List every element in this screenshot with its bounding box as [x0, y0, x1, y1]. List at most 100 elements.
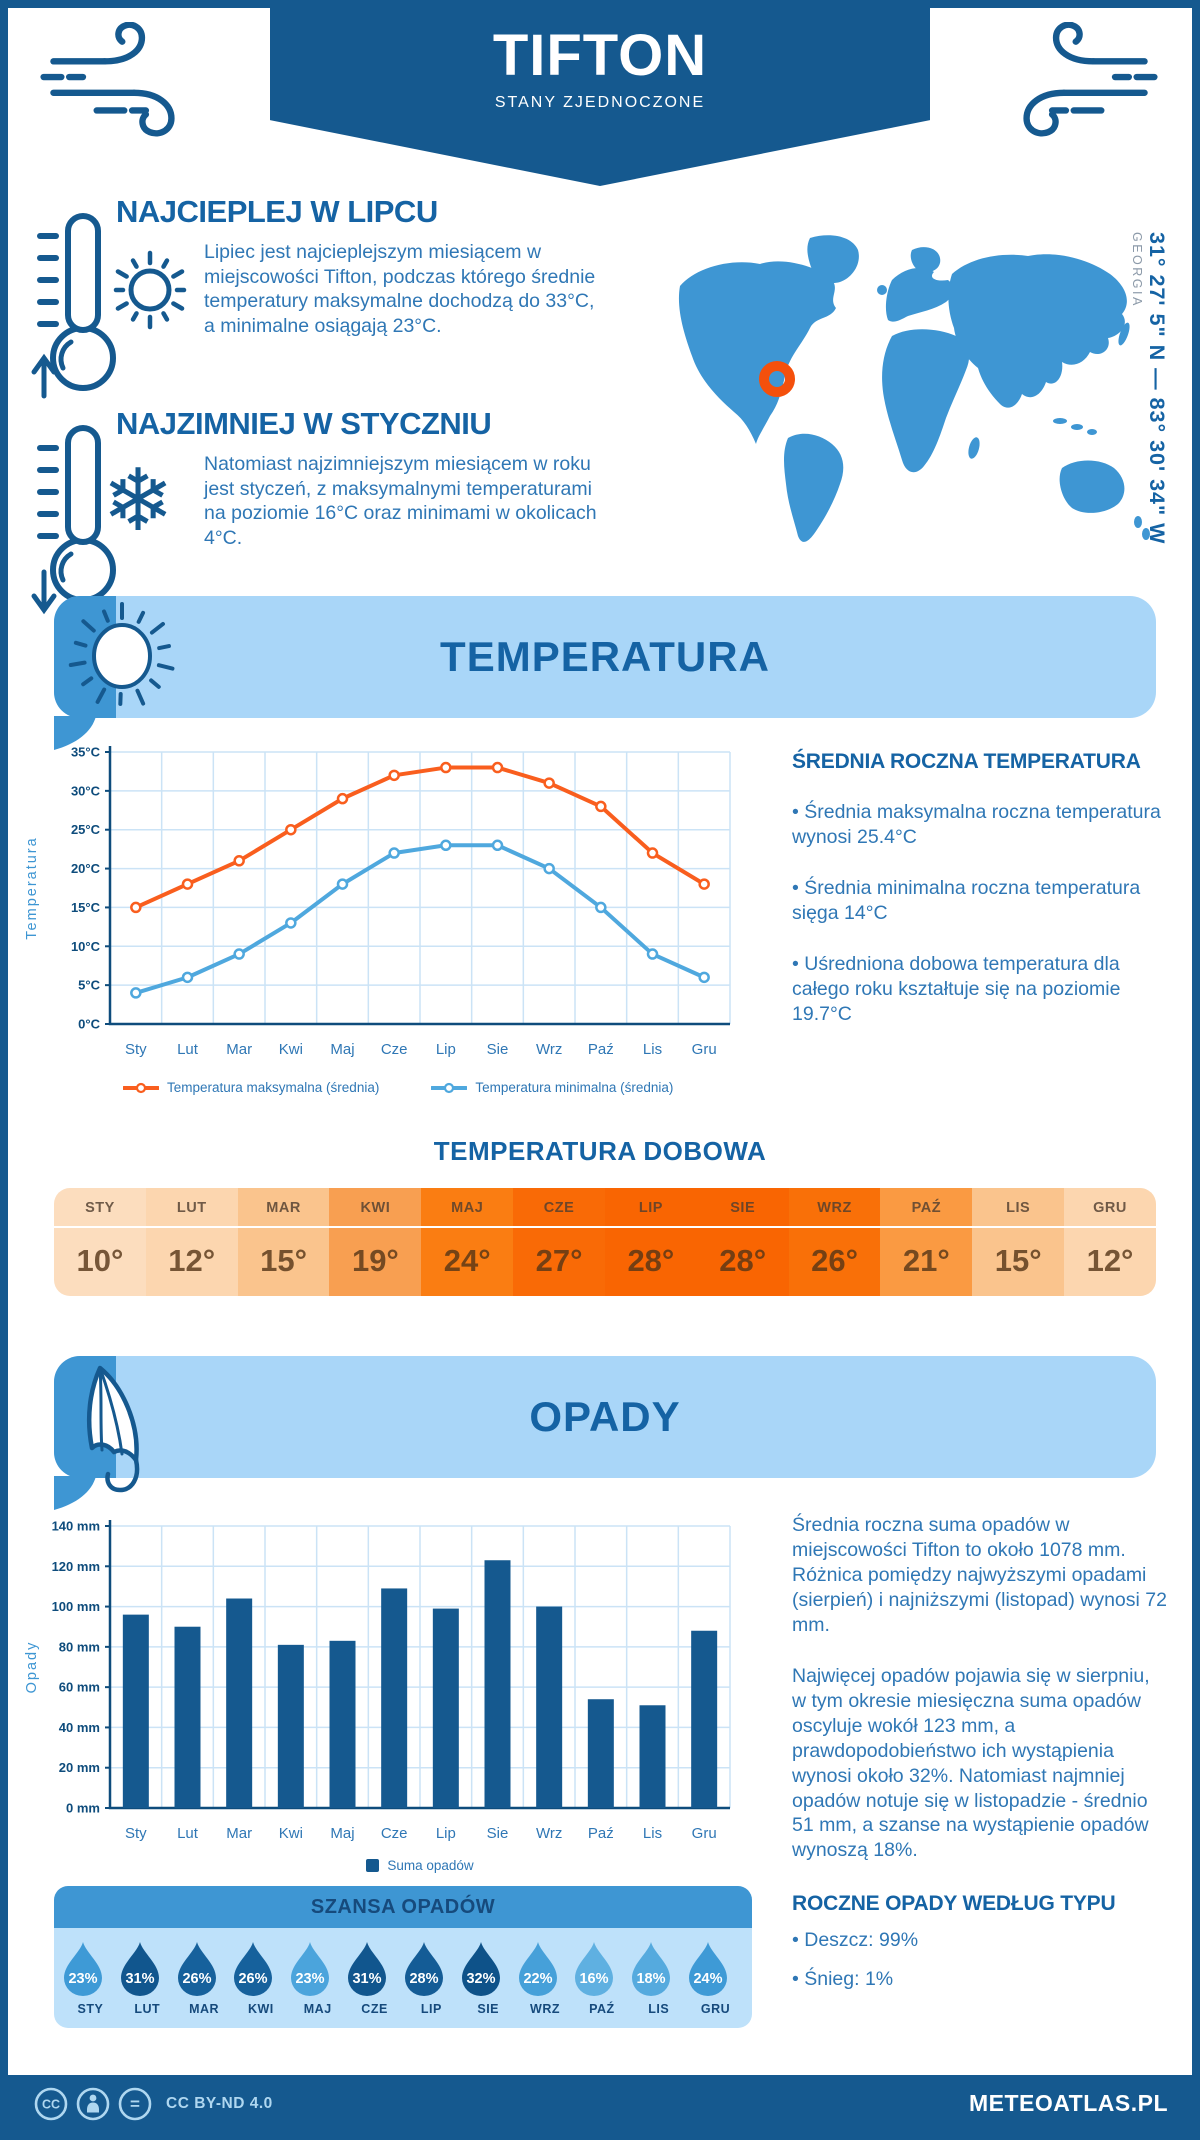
legend-swatch [431, 1082, 468, 1093]
rain-chance-title: SZANSA OPADÓW [54, 1886, 752, 1928]
droplet-icon: 24% [689, 1942, 728, 1996]
month-label: KWI [247, 2002, 274, 2016]
warmest-heading: NAJCIEPLEJ W LIPCU [116, 194, 438, 229]
data-point [388, 769, 400, 782]
thermometer-up-icon [31, 213, 116, 399]
table-cell: SIE 28° [696, 1188, 789, 1296]
x-tick-label: Mar [226, 1825, 252, 1842]
legend-item: Temperatura minimalna (średnia) [431, 1080, 673, 1095]
y-tick-label: 0°C [78, 1017, 100, 1032]
chart-bar [174, 1626, 201, 1808]
month-label: PAŹ [589, 2002, 615, 2016]
x-tick-label: Sie [487, 1041, 509, 1058]
table-cell: GRU 12° [1064, 1188, 1156, 1296]
table-cell: LIP 28° [604, 1188, 697, 1296]
series-line [133, 843, 707, 995]
temperature-summary: ŚREDNIA ROCZNA TEMPERATURA • Średnia mak… [792, 750, 1164, 1027]
daily-temperature-title: TEMPERATURA DOBOWA [433, 1136, 767, 1166]
precipitation-type: ROCZNE OPADY WEDŁUG TYPU • Deszcz: 99% •… [792, 1892, 1182, 1995]
rain-drop: 28% LIP [403, 1940, 460, 2016]
rain-drop: 23% STY [62, 1940, 119, 2016]
chance-value: 23% [296, 1971, 325, 1987]
table-cell: KWI 19° [329, 1188, 422, 1296]
data-point [285, 823, 297, 836]
y-tick-label: 5°C [78, 978, 100, 993]
table-cell: STY 10° [54, 1188, 146, 1296]
temperature-value: 28° [719, 1243, 767, 1278]
legend-swatch [366, 1859, 380, 1872]
precipitation-text: Najwięcej opadów pojawia się w sierpniu,… [792, 1664, 1150, 1862]
coordinates-text: 31° 27' 5" N — 83° 30' 34" W [1145, 232, 1169, 545]
rain-drop: 23% MAJ [289, 1940, 346, 2016]
banner-tail [54, 716, 96, 750]
temperature-bullet: • Uśredniona dobowa temperatura dla całe… [792, 952, 1121, 1025]
chance-value: 26% [182, 1971, 211, 1987]
rain-chance-drops: 23% STY 31% LUT 26% MAR 26% KWI 23% MAJ 31% CZE 28% L… [54, 1928, 752, 2028]
data-point [698, 878, 710, 890]
chart-bar [432, 1608, 459, 1808]
chart-bar [122, 1614, 149, 1808]
x-tick-label: Kwi [279, 1825, 303, 1842]
temperature-value: 28° [627, 1243, 675, 1278]
legend-label: Temperatura minimalna (średnia) [475, 1080, 674, 1095]
chart-bar [587, 1699, 614, 1808]
chance-value: 23% [68, 1971, 97, 1987]
x-tick-label: Kwi [279, 1041, 303, 1058]
chance-value: 32% [466, 1971, 495, 1987]
cc-license-icons: CC = [34, 2087, 152, 2120]
month-label: KWI [329, 1188, 422, 1228]
legend-item: Temperatura maksymalna (średnia) [123, 1080, 379, 1095]
month-label: MAJ [303, 2002, 332, 2016]
y-tick-label: 0 mm [66, 1801, 100, 1816]
data-point [698, 971, 710, 984]
droplet-icon: 28% [404, 1942, 443, 1996]
temperature-bullet: • Średnia maksymalna roczna temperatura … [792, 801, 1161, 848]
table-cell: MAJ 24° [421, 1188, 514, 1296]
chance-value: 31% [125, 1971, 154, 1987]
data-point [595, 800, 607, 813]
chart-bar [277, 1644, 304, 1808]
temperature-value: 19° [351, 1243, 399, 1278]
data-point [595, 901, 607, 914]
x-tick-label: Wrz [536, 1041, 562, 1058]
month-label: LIP [420, 2002, 442, 2016]
data-point [233, 948, 245, 960]
chart-bar [639, 1705, 666, 1808]
coldest-heading: NAJZIMNIEJ W STYCZNIU [116, 406, 492, 441]
x-tick-label: Cze [381, 1825, 408, 1842]
droplet-icon: 16% [575, 1942, 614, 1996]
rain-drop: 31% CZE [346, 1940, 403, 2016]
rain-drop: 32% SIE [460, 1940, 517, 2016]
droplet-icon: 22% [518, 1942, 557, 1996]
temperature-value: 12° [1086, 1243, 1134, 1278]
y-tick-label: 10°C [71, 939, 101, 954]
legend-label: Temperatura maksymalna (średnia) [167, 1080, 380, 1095]
chance-value: 16% [580, 1971, 609, 1987]
droplet-icon: 26% [234, 1942, 273, 1996]
data-point [130, 987, 142, 999]
rain-drop: 26% KWI [232, 1940, 289, 2016]
chart-bar [329, 1640, 356, 1808]
y-tick-label: 15°C [71, 900, 101, 915]
banner-tail [54, 1476, 96, 1510]
page-subtitle: STANY ZJEDNOCZONE [494, 94, 706, 111]
x-tick-label: Lip [436, 1825, 456, 1842]
location-marker [759, 361, 795, 397]
droplet-icon: 31% [348, 1942, 387, 1996]
data-point [233, 855, 245, 867]
data-point [491, 839, 504, 852]
temperature-value: 21° [902, 1243, 950, 1278]
y-tick-label: 80 mm [59, 1639, 100, 1654]
month-label: PAŹ [880, 1188, 973, 1228]
series-line [133, 765, 707, 910]
droplet-icon: 18% [632, 1942, 671, 1996]
legend-label: Suma opadów [387, 1858, 474, 1873]
region-label: GEORGIA [1130, 232, 1144, 308]
x-tick-label: Lut [177, 1041, 199, 1058]
person-icon [87, 2094, 99, 2112]
table-cell: WRZ 26° [788, 1188, 881, 1296]
rain-drop: 18% LIS [630, 1940, 687, 2016]
y-tick-label: 140 mm [52, 1519, 100, 1534]
month-label: STY [54, 1188, 146, 1228]
